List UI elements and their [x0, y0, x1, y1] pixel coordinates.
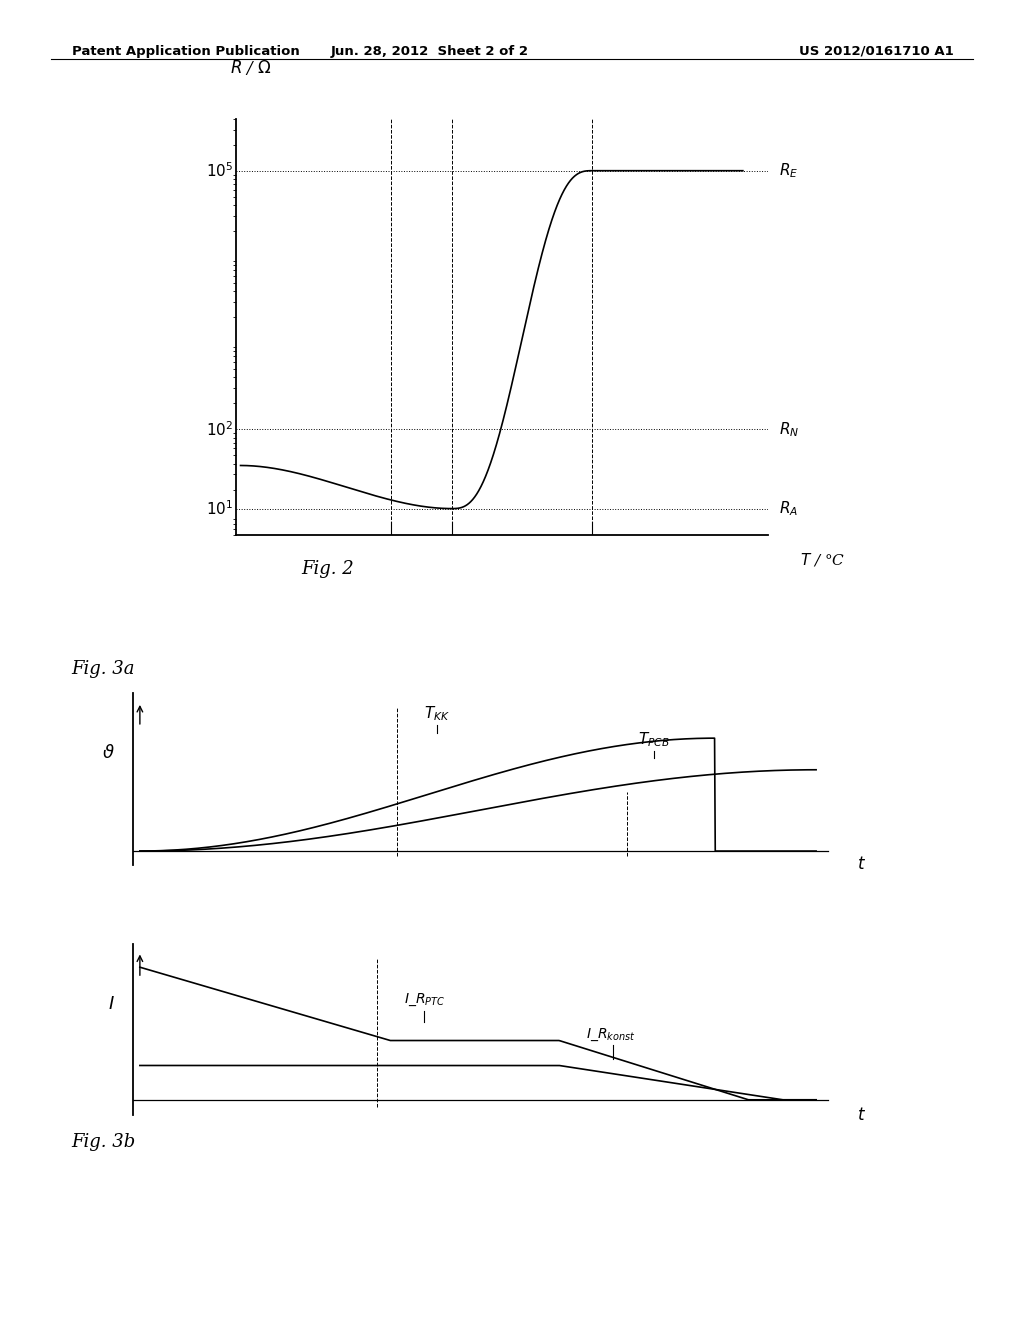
Text: $T_{KK}$: $T_{KK}$ [424, 704, 451, 722]
Text: $10^5$: $10^5$ [206, 161, 232, 180]
Text: Fig. 3a: Fig. 3a [72, 660, 135, 678]
Text: $10^1$: $10^1$ [206, 499, 232, 517]
Text: $R_E$: $R_E$ [778, 161, 798, 180]
Text: $t$: $t$ [857, 1107, 865, 1123]
Text: $I\_R_{PTC}$: $I\_R_{PTC}$ [403, 991, 444, 1008]
Text: $t$: $t$ [857, 857, 865, 873]
Text: Jun. 28, 2012  Sheet 2 of 2: Jun. 28, 2012 Sheet 2 of 2 [331, 45, 529, 58]
Text: $R_A$: $R_A$ [778, 499, 798, 517]
Text: $I$: $I$ [109, 995, 115, 1012]
Text: $R$ / $\Omega$: $R$ / $\Omega$ [230, 58, 272, 78]
Text: $R_N$: $R_N$ [778, 420, 799, 438]
Text: $T_{PCB}$: $T_{PCB}$ [638, 730, 670, 748]
Text: $\vartheta$: $\vartheta$ [102, 744, 115, 762]
Text: Fig. 2: Fig. 2 [301, 560, 354, 578]
Text: $I\_R_{konst}$: $I\_R_{konst}$ [586, 1026, 636, 1043]
Text: Patent Application Publication: Patent Application Publication [72, 45, 299, 58]
Text: $T$ / °C: $T$ / °C [800, 552, 845, 568]
Text: US 2012/0161710 A1: US 2012/0161710 A1 [799, 45, 953, 58]
Text: $10^2$: $10^2$ [206, 420, 232, 438]
Text: Fig. 3b: Fig. 3b [72, 1133, 136, 1151]
